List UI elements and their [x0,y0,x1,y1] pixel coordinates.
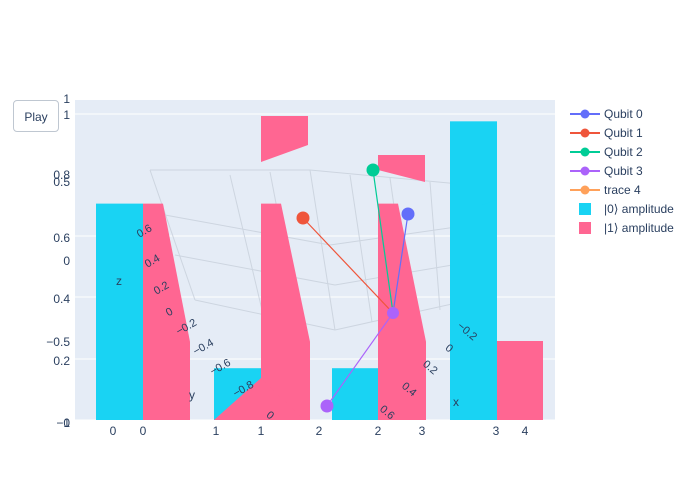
x-tick-label: 0 [140,424,147,438]
y-tick-label: 0.8 [53,168,70,182]
y-tick-label: 1 [63,108,70,122]
qubit-marker [387,307,399,319]
scene-grid-line [164,214,331,246]
y-tick-label: 0.2 [53,354,70,368]
legend-label: trace 4 [604,183,641,197]
legend-marker-icon [580,147,590,157]
scene-3d-grid [149,169,471,331]
x-tick-label: 0 [110,424,117,438]
legend-marker-icon [580,109,590,119]
bar-amp0 [96,203,143,420]
scene-y-tick: 0 [164,306,175,319]
y-tick-label: 1 [63,92,70,106]
x-tick-label: 3 [419,424,426,438]
qubit-vector-line [372,169,394,314]
amplitude-bars [96,116,543,420]
qubit-marker [401,207,415,221]
scene-grid-line [229,174,263,311]
bar-amp1 [261,116,308,162]
y-tick-label: 0.6 [53,231,70,245]
qubit-marker [320,399,334,413]
legend-swatch-icon [579,222,591,234]
bar-axis-ticks: 110.80.50.600.4−0.50.2−100 0 1 1 2 2 3 3 4 [46,92,528,438]
scene-grid-line [309,169,336,331]
qubit-vector-line [302,217,394,314]
legend-label: Qubit 2 [604,145,643,159]
x-tick-label: 1 [258,424,265,438]
bar-amp0 [343,386,378,420]
legend-marker-icon [580,166,590,176]
legend-marker-icon [580,185,590,195]
bar-amp1 [378,203,426,420]
legend: Qubit 0 Qubit 1 Qubit 2 Qubit 3 trace 4 |0⟩ a… [570,107,674,235]
qubit-vector-line [392,213,409,314]
bar-amp1 [497,341,543,420]
bar-amp1 [214,378,304,420]
scene-z-title: z [116,274,122,288]
legend-label: |0⟩ amplitude [604,202,674,216]
play-button[interactable]: Play [13,100,59,132]
qubit-vector-line [326,312,394,407]
scene-grid-line [174,254,336,286]
y-tick-label: 0.5 [53,175,70,189]
legend-label: Qubit 1 [604,126,643,140]
x-tick-label: 2 [375,424,382,438]
x-tick-label: 3 [493,424,500,438]
scene-grid-line [149,169,196,301]
bar-amp1 [261,203,310,420]
bar-amp0 [450,124,496,420]
legend-label: |1⟩ amplitude [604,221,674,235]
y-tick-label: 0 [63,254,70,268]
x-tick-label: 4 [522,424,529,438]
qubit-vectors [296,163,415,413]
scene-x-title: x [453,395,459,409]
legend-marker-icon [580,128,590,138]
legend-label: Qubit 0 [604,107,643,121]
x-tick-label: 2 [316,424,323,438]
bar-amp1 [143,203,190,420]
scene-grid-line [349,174,373,323]
qubit-marker [296,211,310,225]
legend-label: Qubit 3 [604,164,643,178]
qubit-marker [366,163,380,177]
scene-grid-line [429,181,441,311]
y-tick-label: −0.5 [46,335,70,349]
bar-amp1 [378,155,425,182]
y-tick-label: −1 [56,416,70,430]
scene-grid-line [309,169,471,186]
legend-swatch-icon [579,203,591,215]
y-tick-label: 0 [63,416,70,430]
x-tick-label: 1 [213,424,220,438]
y-tick-label: 0.4 [53,292,70,306]
scene-y-title: y [189,388,195,402]
